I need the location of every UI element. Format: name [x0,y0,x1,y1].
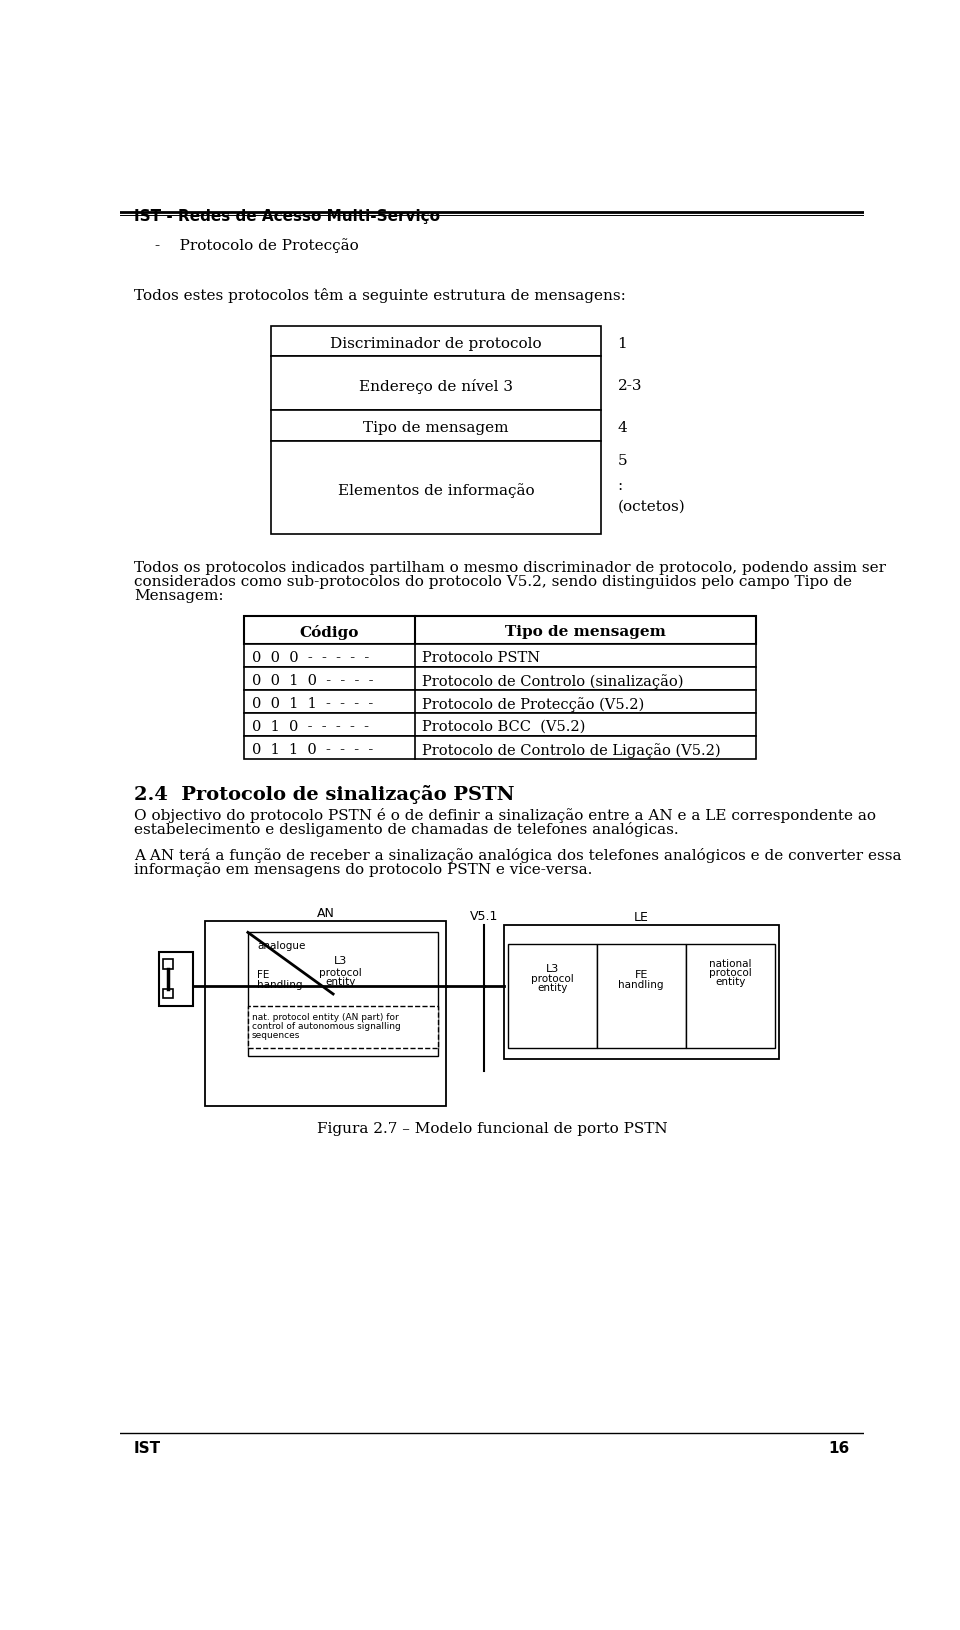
Text: 0  1  1  0  -  -  -  -: 0 1 1 0 - - - - [252,743,373,756]
Text: Todos os protocolos indicados partilham o mesmo discriminador de protocolo, pode: Todos os protocolos indicados partilham … [134,561,886,575]
Bar [271,357,601,411]
Bar [244,737,756,760]
Text: 5: 5 [617,453,627,468]
Text: (octetos): (octetos) [617,499,685,513]
Text: L3: L3 [334,955,348,967]
Bar [244,667,756,691]
Text: handling: handling [618,980,664,989]
Text: O objectivo do protocolo PSTN é o de definir a sinalização entre a AN e a LE cor: O objectivo do protocolo PSTN é o de def… [134,807,876,823]
Text: control of autonomous signalling: control of autonomous signalling [252,1022,400,1030]
Text: entity: entity [715,976,746,986]
Text: 16: 16 [828,1439,850,1456]
Bar [244,691,756,714]
Bar [244,714,756,737]
Text: LE: LE [634,911,649,924]
Bar [244,616,756,644]
Text: 0  0  1  1  -  -  -  -: 0 0 1 1 - - - - [252,696,373,711]
Bar [244,644,756,667]
Text: Tipo de mensagem: Tipo de mensagem [363,421,509,435]
Text: Protocolo PSTN: Protocolo PSTN [422,650,540,665]
Bar [508,944,596,1048]
Text: IST - Redes de Acesso Multi-Serviço: IST - Redes de Acesso Multi-Serviço [134,209,440,223]
Text: nat. protocol entity (AN part) for: nat. protocol entity (AN part) for [252,1012,398,1020]
Text: Protocolo de Protecção (V5.2): Protocolo de Protecção (V5.2) [422,696,644,711]
Text: IST: IST [134,1439,161,1456]
Text: A AN terá a função de receber a sinalização analógica dos telefones analógicos e: A AN terá a função de receber a sinaliza… [134,848,901,862]
Text: Tipo de mensagem: Tipo de mensagem [505,624,665,639]
Text: 2.4  Protocolo de sinalização PSTN: 2.4 Protocolo de sinalização PSTN [134,784,515,804]
Bar [248,1006,438,1048]
Text: FE: FE [257,970,270,980]
Text: Figura 2.7 – Modelo funcional de porto PSTN: Figura 2.7 – Modelo funcional de porto P… [317,1121,667,1136]
Bar [205,921,445,1105]
Text: handling: handling [257,980,302,989]
Text: protocol: protocol [320,968,362,978]
Text: Protocolo de Controlo (sinalização): Protocolo de Controlo (sinalização) [422,673,684,688]
Bar [504,926,779,1060]
Text: Código: Código [300,624,359,639]
Bar [158,952,193,1006]
Text: Protocolo de Controlo de Ligação (V5.2): Protocolo de Controlo de Ligação (V5.2) [422,743,721,758]
Text: Mensagem:: Mensagem: [134,588,224,603]
Bar [248,932,438,1056]
Bar [271,442,601,535]
Text: AN: AN [317,906,334,919]
Text: analogue: analogue [257,941,305,950]
Text: 1: 1 [617,336,627,350]
Text: 2-3: 2-3 [617,378,642,393]
Text: 0  0  0  -  -  -  -  -: 0 0 0 - - - - - [252,650,369,665]
Text: sequences: sequences [252,1030,300,1040]
Bar [271,411,601,442]
Bar [271,326,601,357]
Text: 0  0  1  0  -  -  -  -: 0 0 1 0 - - - - [252,673,373,688]
Text: informação em mensagens do protocolo PSTN e vice-versa.: informação em mensagens do protocolo PST… [134,861,592,875]
Text: FE: FE [635,968,648,980]
Bar [596,944,685,1048]
Text: -    Protocolo de Protecção: - Protocolo de Protecção [155,238,359,253]
Text: L3: L3 [545,963,559,973]
Text: V5.1: V5.1 [470,910,498,923]
Text: Protocolo BCC  (V5.2): Protocolo BCC (V5.2) [422,720,586,734]
Bar [685,944,775,1048]
Text: Elementos de informação: Elementos de informação [338,482,534,497]
Text: protocol: protocol [531,973,573,983]
Text: estabelecimento e desligamento de chamadas de telefones analógicas.: estabelecimento e desligamento de chamad… [134,822,679,836]
Text: considerados como sub-protocolos do protocolo V5.2, sendo distinguidos pelo camp: considerados como sub-protocolos do prot… [134,575,852,588]
Bar [163,989,173,998]
Text: protocol: protocol [708,968,752,978]
Text: entity: entity [537,983,567,993]
Text: 4: 4 [617,421,627,435]
Text: entity: entity [325,976,356,986]
Text: :: : [617,479,623,492]
Text: Todos estes protocolos têm a seguinte estrutura de mensagens:: Todos estes protocolos têm a seguinte es… [134,289,626,303]
Text: 0  1  0  -  -  -  -  -: 0 1 0 - - - - - [252,720,369,734]
Bar [163,960,173,968]
Text: Endereço de nível 3: Endereço de nível 3 [359,378,513,394]
Text: Discriminador de protocolo: Discriminador de protocolo [330,336,541,350]
Text: national: national [709,958,752,968]
